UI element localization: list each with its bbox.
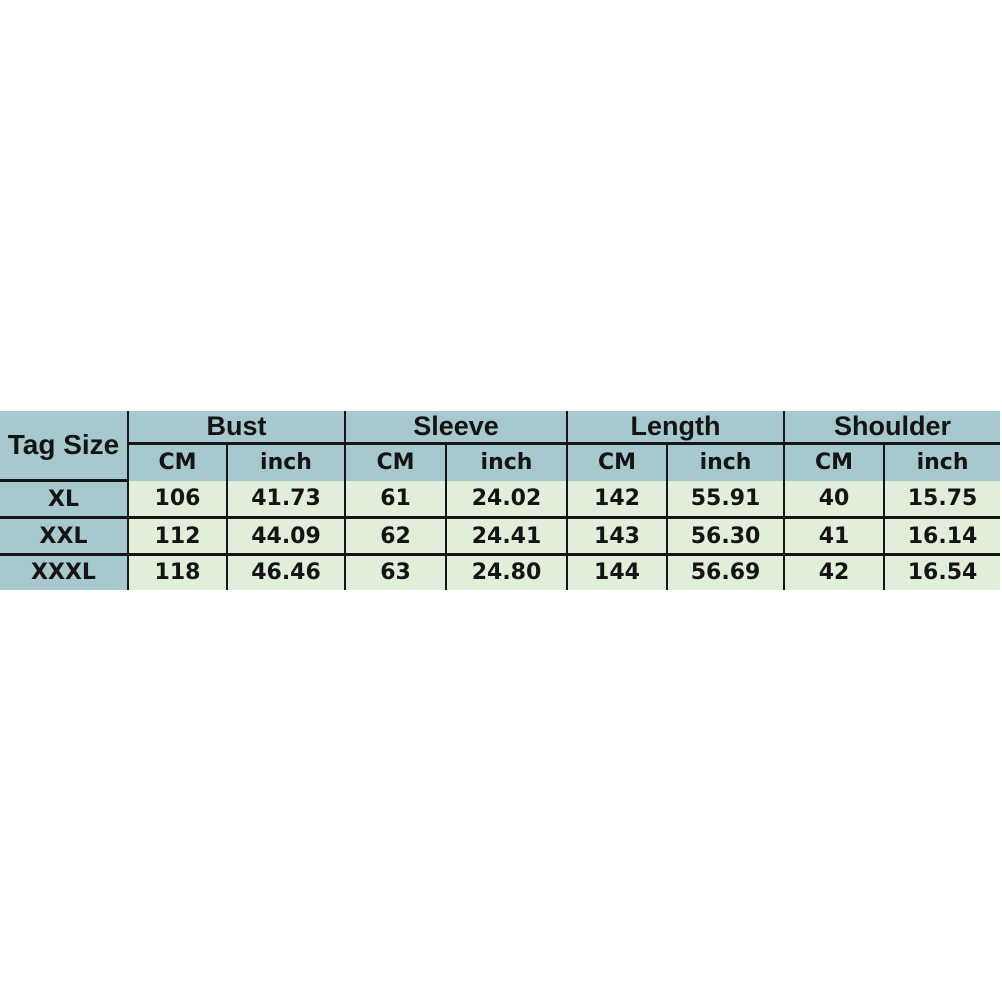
header-cell-sleeve: Sleeve: [343, 411, 569, 445]
data-cell: 143: [566, 516, 669, 556]
data-cell: 24.80: [444, 553, 569, 590]
header-row-groups: Tag Size Bust Sleeve Length Shoulder: [0, 411, 1001, 482]
data-cell: 15.75: [883, 480, 1001, 519]
row-label-cell: XXL: [0, 516, 129, 556]
unit-cell-length-cm: CM: [566, 442, 669, 481]
row-label-cell: XL: [0, 480, 129, 519]
data-cell: 62: [344, 516, 447, 556]
data-cell: 42: [783, 553, 886, 590]
table-row-xxxl: XXXL 118 46.46 63 24.80 144 56.69 42 16.…: [0, 553, 1001, 590]
unit-cell-length-inch: inch: [666, 442, 786, 481]
row-label-cell: XXXL: [0, 553, 129, 590]
header-cell-length: Length: [566, 411, 786, 445]
header-cell-shoulder: Shoulder: [783, 411, 1001, 445]
data-cell: 16.14: [883, 516, 1001, 556]
unit-cell-bust-cm: CM: [128, 442, 228, 481]
data-cell: 61: [344, 480, 447, 519]
corner-cell-tag-size: Tag Size: [0, 411, 129, 482]
data-cell: 40: [783, 480, 886, 519]
data-cell: 44.09: [226, 516, 346, 556]
data-cell: 56.69: [666, 553, 786, 590]
data-cell: 63: [344, 553, 447, 590]
table-row-xxl: XXL 112 44.09 62 24.41 143 56.30 41 16.1…: [0, 516, 1001, 556]
size-chart-table: Tag Size Bust Sleeve Length Shoulder CM …: [0, 411, 1001, 590]
data-cell: 46.46: [226, 553, 346, 590]
data-cell: 118: [127, 553, 228, 590]
data-cell: 144: [566, 553, 669, 590]
data-cell: 56.30: [666, 516, 786, 556]
data-cell: 112: [127, 516, 228, 556]
data-cell: 16.54: [883, 553, 1001, 590]
unit-cell-sleeve-inch: inch: [444, 442, 569, 481]
table-row-xl: XL 106 41.73 61 24.02 142 55.91 40 15.75: [0, 480, 1001, 519]
data-cell: 41.73: [226, 480, 346, 519]
data-cell: 142: [566, 480, 669, 519]
data-cell: 106: [127, 480, 228, 519]
data-cell: 24.02: [444, 480, 569, 519]
data-cell: 41: [783, 516, 886, 556]
data-cell: 24.41: [444, 516, 569, 556]
header-cell-bust: Bust: [127, 411, 346, 445]
unit-cell-shoulder-cm: CM: [783, 442, 886, 481]
header-row-units: CM inch CM inch CM inch CM inch: [0, 442, 1001, 481]
unit-cell-sleeve-cm: CM: [344, 442, 447, 481]
unit-cell-bust-inch: inch: [226, 442, 346, 481]
unit-cell-shoulder-inch: inch: [883, 442, 1001, 481]
data-cell: 55.91: [666, 480, 786, 519]
